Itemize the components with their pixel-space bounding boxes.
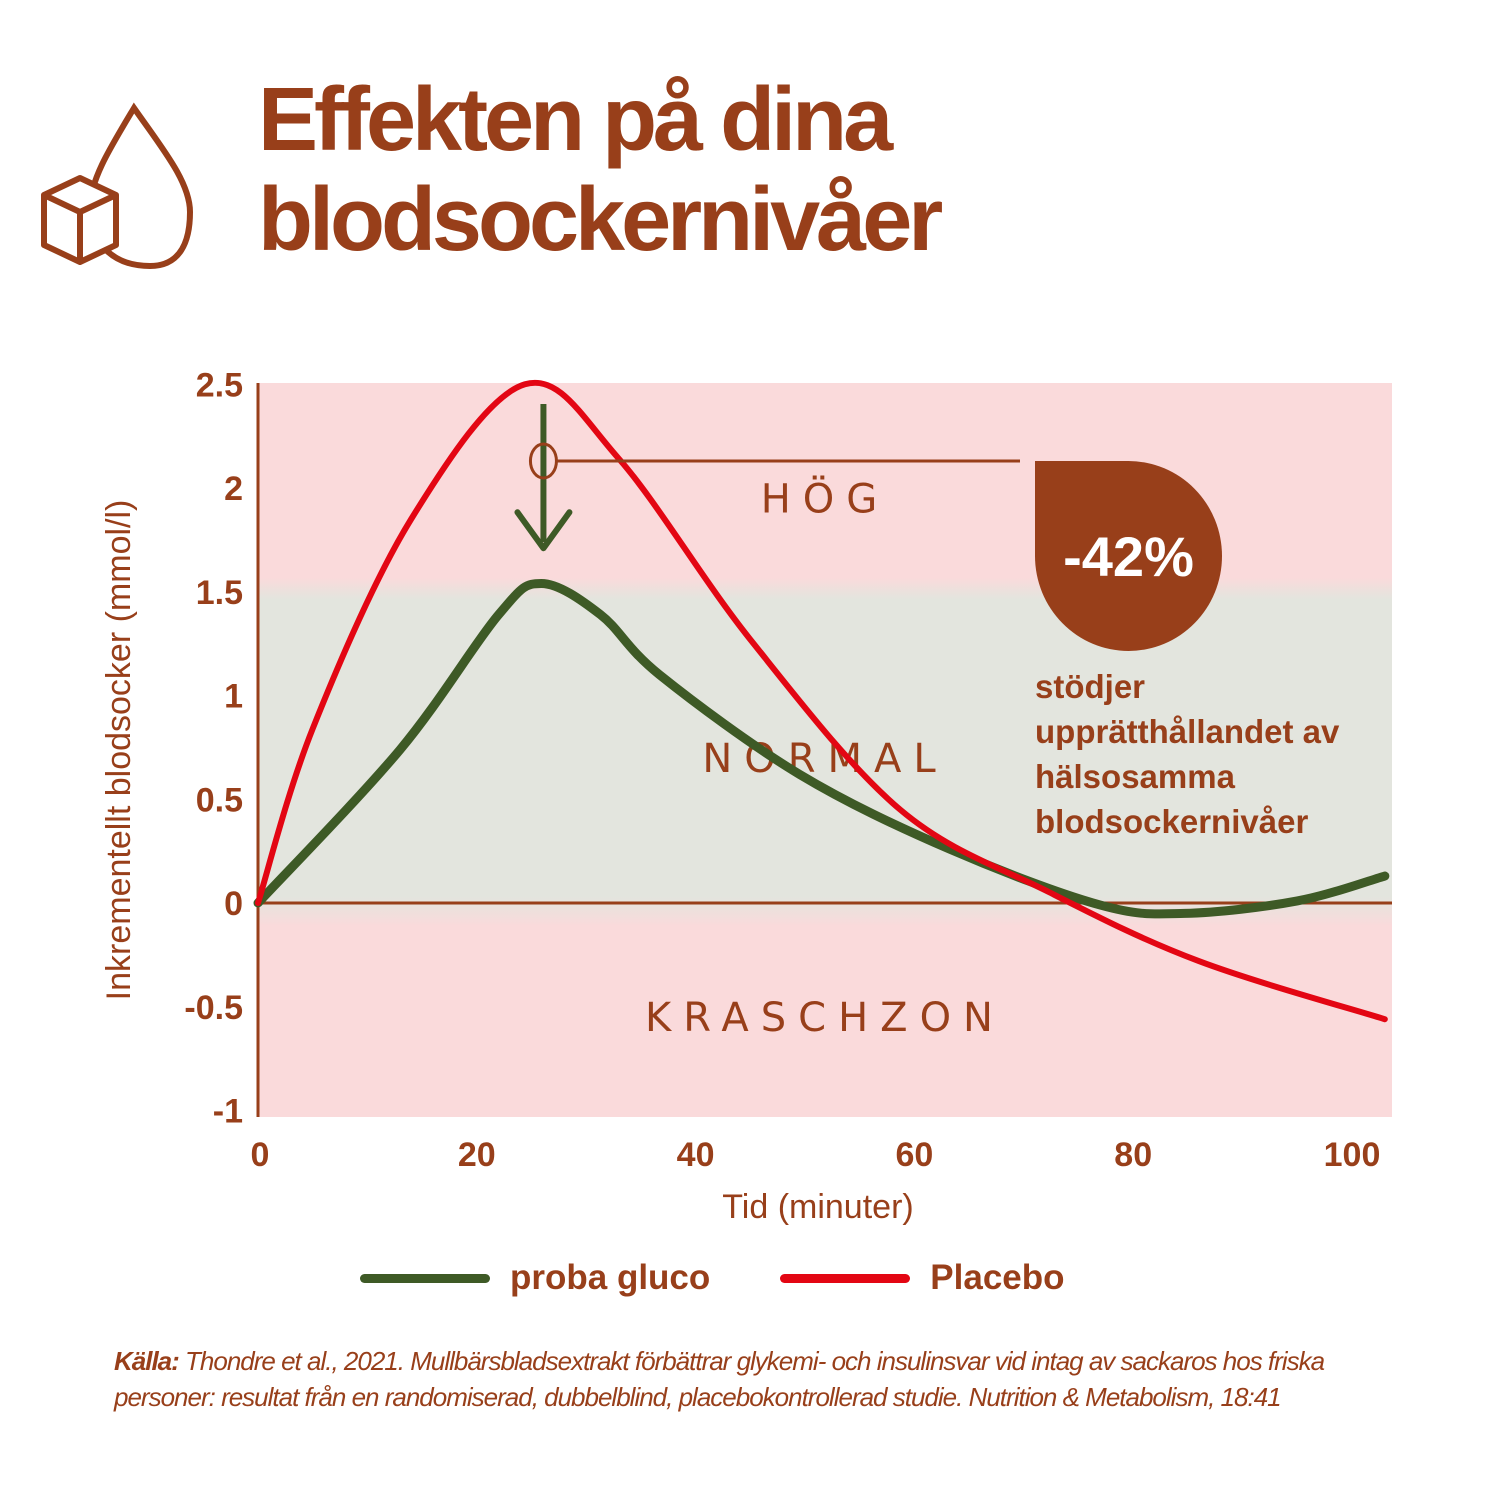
x-tick-label: 40	[677, 1136, 715, 1174]
x-tick-label: 60	[895, 1136, 933, 1174]
y-tick-label: 1.5	[196, 574, 243, 612]
source-label: Källa:	[114, 1346, 180, 1376]
y-tick-label: 0.5	[196, 781, 243, 819]
y-axis-label: Inkrementellt blodsocker (mmol/l)	[100, 500, 138, 1001]
x-tick-label: 20	[458, 1136, 496, 1174]
sugar-drop-icon	[40, 100, 200, 280]
y-tick-label: 0	[224, 885, 243, 923]
series-line-proba-gluco	[253, 578, 1390, 919]
arrow-head-icon	[514, 509, 573, 552]
legend-item-proba: proba gluco	[360, 1258, 710, 1298]
legend-label: proba gluco	[510, 1258, 711, 1297]
y-tick-label: -1	[213, 1093, 243, 1131]
legend-label: Placebo	[930, 1258, 1065, 1297]
x-tick-label: 100	[1324, 1136, 1381, 1174]
y-tick-label: 1	[224, 678, 243, 716]
x-tick-label: 80	[1114, 1136, 1152, 1174]
zone-label-normal: NORMAL	[702, 736, 947, 782]
series-line-placebo	[255, 379, 1388, 1023]
line-chart: HÖG NORMAL KRASCHZON 0 20 40 60 80 100 2.5 2 1.5 1 0…	[100, 366, 1392, 1226]
zone-label-hög: HÖG	[761, 474, 890, 522]
annotation-text: stödjer upprätthållandet av hälsosamma b…	[1035, 668, 1340, 840]
x-tick-label: 0	[251, 1136, 270, 1174]
reduction-value: -42%	[1063, 524, 1194, 588]
reduction-badge: -42%	[1035, 461, 1222, 651]
y-tick-label: 2	[224, 470, 243, 508]
x-axis-label: Tid (minuter)	[722, 1188, 913, 1226]
source-citation: Källa: Thondre et al., 2021. Mullbärsbla…	[114, 1343, 1374, 1415]
page-title: Effekten på dina blodsockernivåer	[258, 70, 943, 270]
legend-swatch	[780, 1273, 911, 1283]
zone-label-kraschzon: KRASCHZON	[645, 995, 1005, 1041]
legend: proba gluco Placebo	[360, 1258, 1135, 1298]
y-tick-label: -0.5	[184, 989, 243, 1027]
legend-swatch	[360, 1273, 490, 1283]
legend-item-placebo: Placebo	[780, 1258, 1065, 1298]
source-text: Thondre et al., 2021. Mullbärsbladsextra…	[114, 1346, 1325, 1412]
y-tick-label: 2.5	[196, 366, 243, 404]
